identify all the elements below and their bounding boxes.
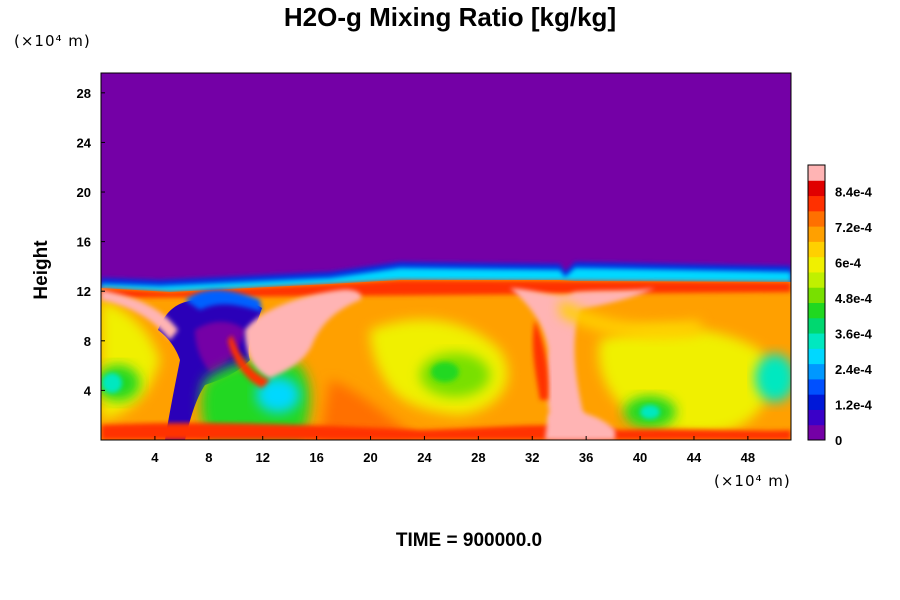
y-unit-label: (×10⁴ m) — [14, 32, 91, 50]
colorbar-tick-label-1: 1.2e-4 — [835, 398, 873, 413]
colorbar-swatch-8 — [808, 302, 825, 319]
y-tick-label-4: 20 — [77, 185, 91, 200]
colorbar-tick-label-5: 6e-4 — [835, 256, 862, 271]
y-tick-label-0: 4 — [84, 383, 92, 398]
colorbar-swatch-11 — [808, 256, 825, 273]
colorbar-tick-label-6: 7.2e-4 — [835, 220, 873, 235]
colorbar-swatch-9 — [808, 287, 825, 303]
x-axis: 4 8 12 16 20 24 28 32 36 40 44 48 — [151, 436, 755, 465]
colorbar-tick-label-4: 4.8e-4 — [835, 291, 873, 306]
x-tick-label-5: 24 — [417, 450, 432, 465]
y-tick-label-2: 12 — [77, 284, 91, 299]
y-tick-label-5: 24 — [77, 135, 92, 150]
x-tick-label-9: 40 — [633, 450, 647, 465]
colorbar-swatch-1 — [808, 409, 825, 426]
colorbar-swatch-0 — [808, 424, 825, 441]
y-tick-label-1: 8 — [84, 334, 91, 349]
colorbar-swatch-10 — [808, 271, 825, 288]
colorbar-swatch-16 — [808, 180, 825, 197]
time-annotation: TIME = 900000.0 — [395, 530, 543, 551]
colorbar-swatch-14 — [808, 210, 825, 227]
x-tick-label-10: 44 — [687, 450, 702, 465]
colorbar-swatch-15 — [808, 195, 825, 212]
colorbar-ticks: 0 1.2e-4 2.4e-4 3.6e-4 4.8e-4 6e-4 7.2e-4 8.4e-… — [835, 185, 873, 448]
colorbar-swatch-12 — [808, 241, 825, 258]
colorbar-swatch-4 — [808, 363, 825, 380]
x-tick-label-2: 12 — [255, 450, 269, 465]
plot-frame — [100, 72, 792, 441]
y-tick-label-3: 16 — [77, 235, 91, 250]
colorbar-swatch-17 — [808, 165, 825, 181]
x-tick-label-1: 8 — [205, 450, 212, 465]
colorbar-tick-label-3: 3.6e-4 — [835, 327, 873, 342]
colorbar-tick-label-7: 8.4e-4 — [835, 185, 873, 200]
chart-title: H2O-g Mixing Ratio [kg/kg] — [283, 2, 617, 32]
x-tick-label-3: 16 — [309, 450, 323, 465]
colorbar-swatch-7 — [808, 317, 825, 334]
colorbar-tick-label-2: 2.4e-4 — [835, 362, 873, 377]
y-tick-label-6: 28 — [77, 86, 91, 101]
y-axis: 4 8 12 16 20 24 28 — [77, 86, 105, 398]
x-tick-label-7: 32 — [525, 450, 539, 465]
colorbar-swatch-13 — [808, 226, 825, 242]
colorbar-tick-label-0: 0 — [835, 433, 842, 448]
colorbar-frame — [807, 164, 826, 441]
x-tick-label-0: 4 — [151, 450, 159, 465]
x-tick-label-4: 20 — [363, 450, 377, 465]
colorbar — [807, 164, 826, 441]
x-tick-label-11: 48 — [741, 450, 755, 465]
colorbar-swatch-5 — [808, 348, 825, 365]
x-unit-label: (×10⁴ m) — [714, 472, 791, 490]
colorbar-swatch-6 — [808, 333, 825, 349]
heatmap-field — [101, 73, 791, 440]
colorbar-swatch-2 — [808, 394, 825, 410]
x-tick-label-8: 36 — [579, 450, 593, 465]
colorbar-swatch-3 — [808, 378, 825, 395]
x-tick-label-6: 28 — [471, 450, 485, 465]
